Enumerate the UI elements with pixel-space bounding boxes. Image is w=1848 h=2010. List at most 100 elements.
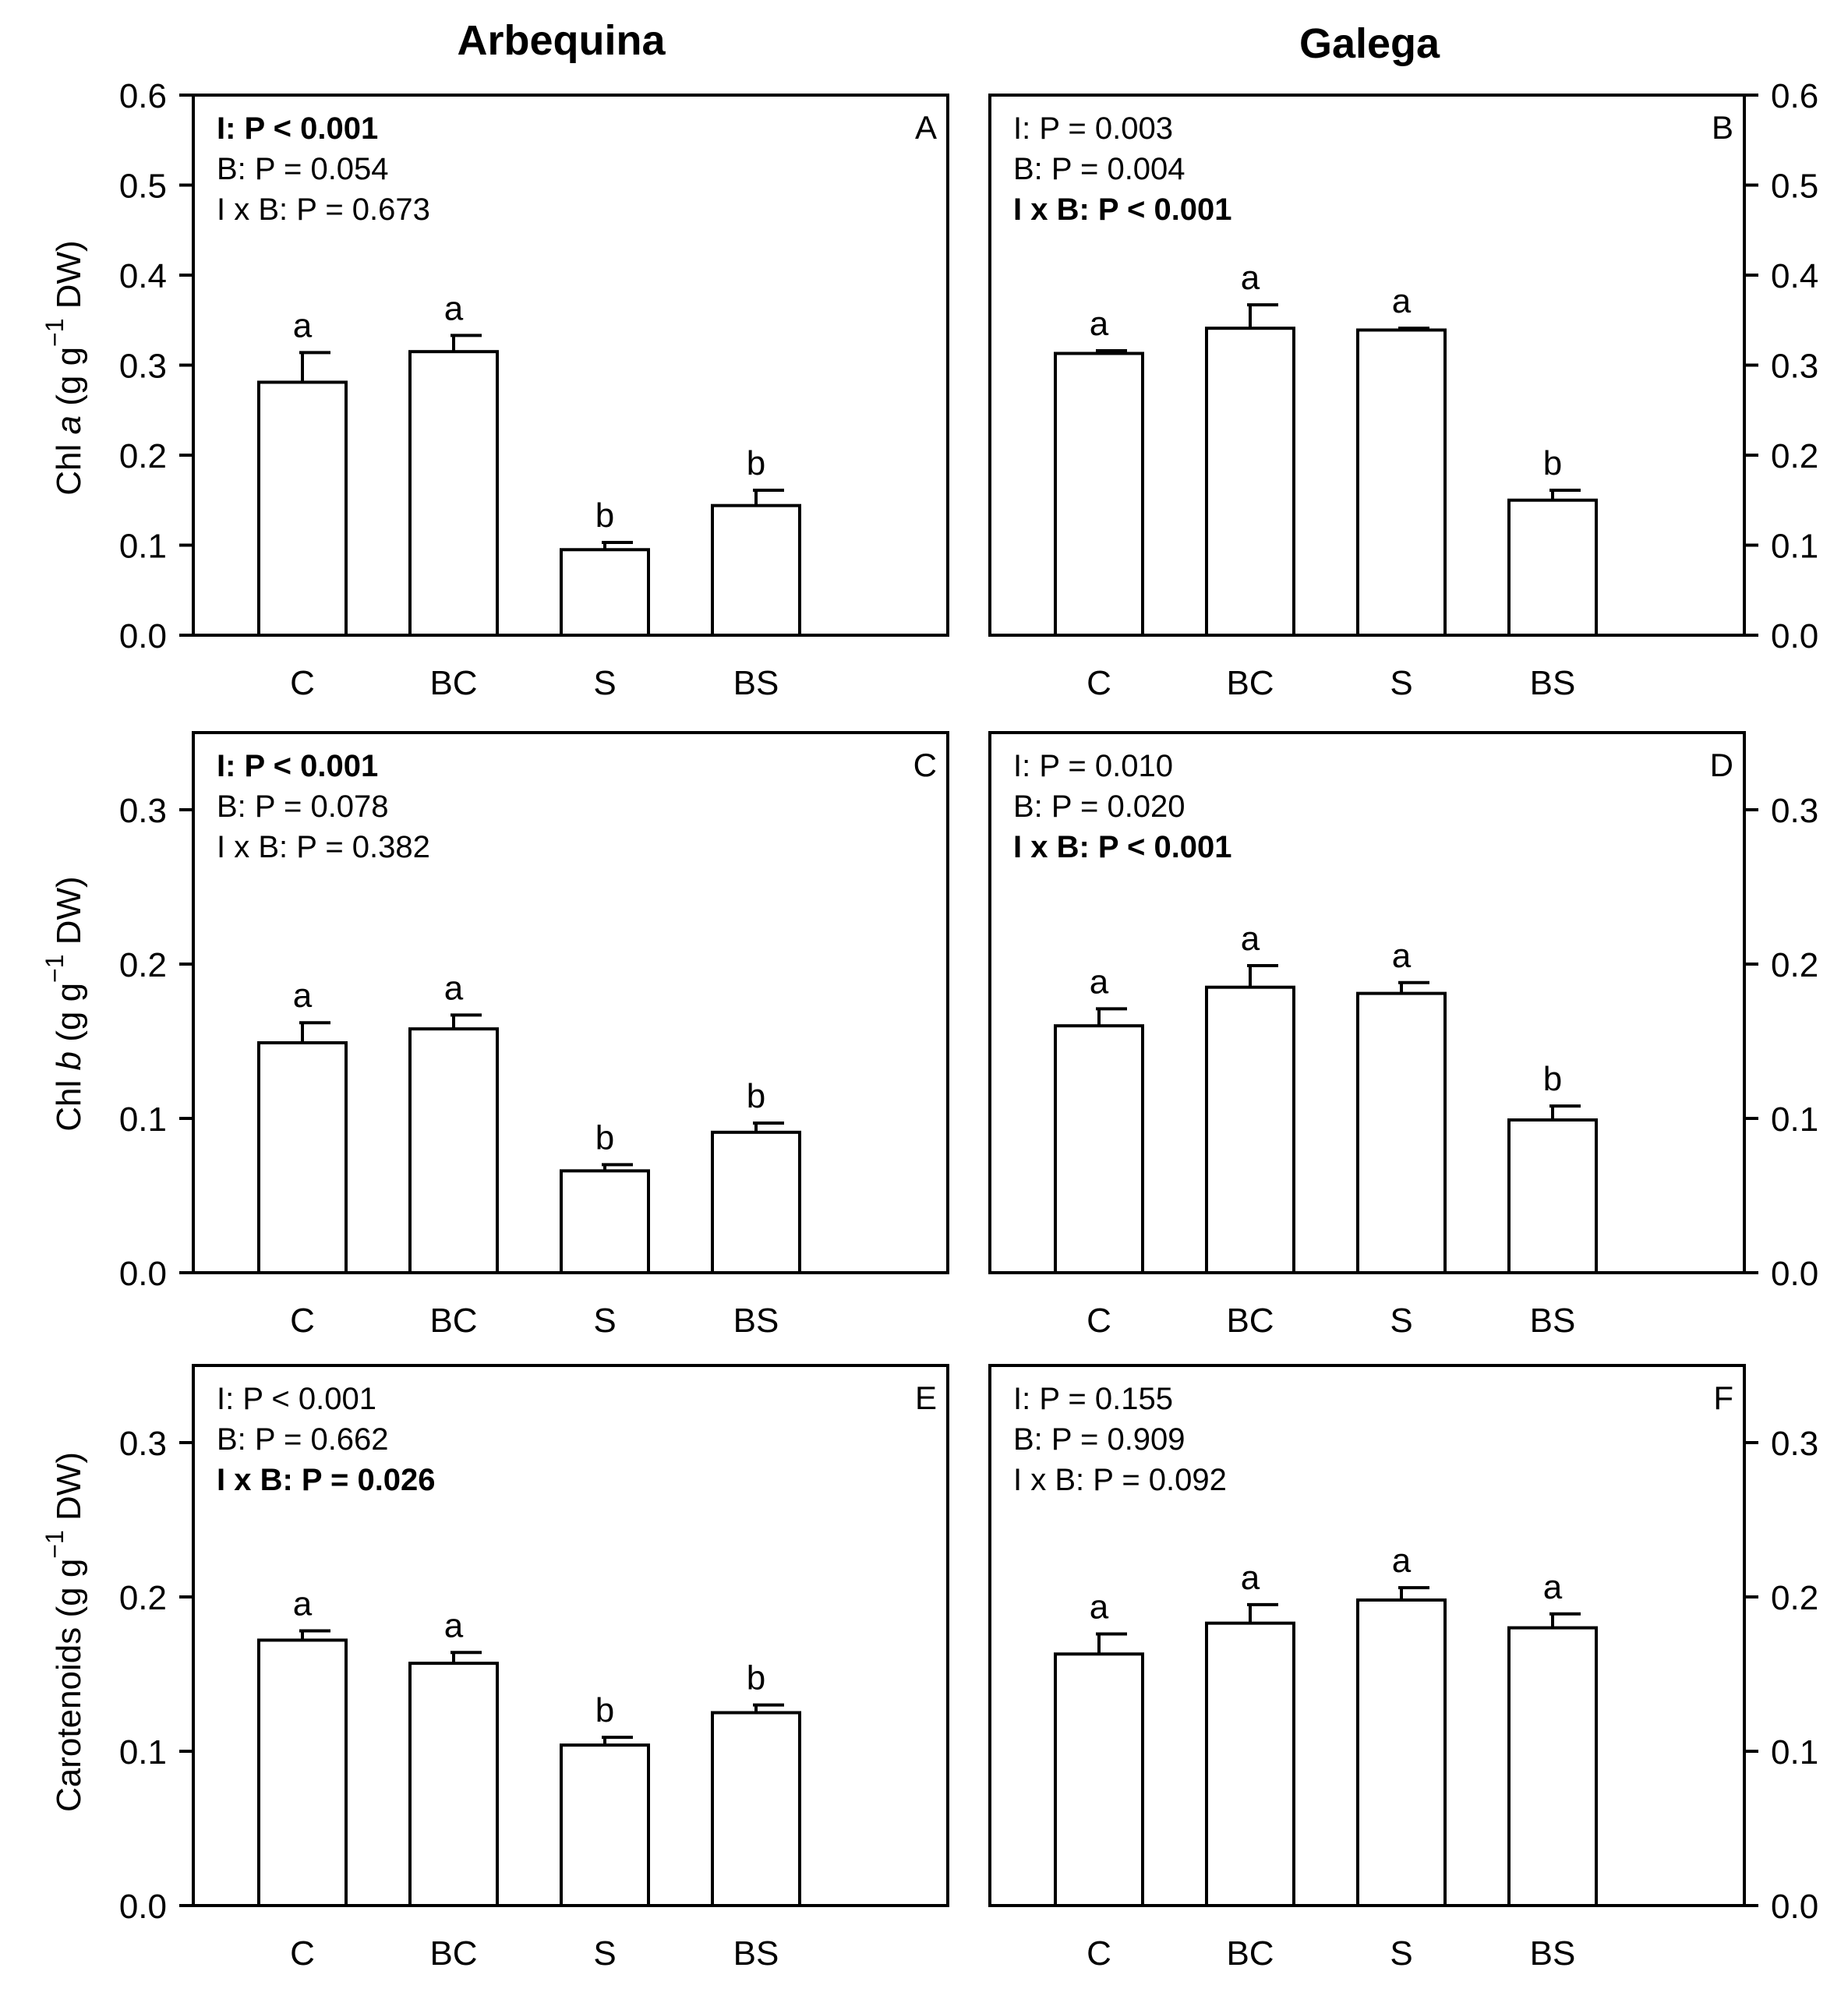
- y-tick-label: 0.1: [1771, 528, 1818, 566]
- bar-c: [1054, 351, 1144, 637]
- significance-letter: a: [1392, 1542, 1412, 1580]
- panel-letter: F: [1713, 1379, 1733, 1416]
- significance-letter: a: [444, 289, 464, 327]
- y-tick-label: 0.0: [119, 617, 167, 655]
- y-tick-label: 0.0: [1771, 617, 1818, 655]
- stat-line: B: P = 0.004: [1013, 152, 1185, 186]
- bar-bs: [1507, 1626, 1598, 1908]
- x-tick-label: BC: [429, 664, 477, 702]
- bar-bc: [1205, 985, 1295, 1274]
- x-tick-label: BC: [429, 1934, 477, 1973]
- x-tick-label: BS: [733, 664, 779, 702]
- panel-letter: B: [1712, 109, 1733, 146]
- stat-line: I x B: P < 0.001: [1013, 830, 1232, 864]
- bar-bs: [711, 1711, 801, 1907]
- y-tick-label: 0.3: [119, 792, 167, 830]
- significance-letter: b: [747, 1659, 765, 1697]
- y-tick-label: 0.2: [1771, 437, 1818, 475]
- panel-a: 0.0 0.1 0.2 0.3 0.4 0.5 0.6 a Ca BC b Sb BS I: P < 0.…: [119, 77, 949, 702]
- x-tick-label: S: [593, 1302, 616, 1340]
- stat-line: I x B: P < 0.001: [1013, 193, 1232, 227]
- svg-text:Carotenoids (g g−1 DW): Carotenoids (g g−1 DW): [41, 1452, 88, 1812]
- panel-letter: C: [913, 747, 937, 783]
- significance-letter: b: [747, 1077, 765, 1115]
- significance-letter: a: [293, 306, 313, 344]
- y-tick-label: 0.1: [119, 1733, 167, 1772]
- significance-letter: b: [747, 444, 765, 482]
- bar-c: [257, 1040, 348, 1274]
- bar-s: [1356, 1598, 1447, 1907]
- significance-letter: b: [595, 496, 614, 535]
- y-tick-label: 0.3: [119, 1425, 167, 1463]
- bar-s: [560, 548, 650, 638]
- x-tick-label: BS: [1530, 1302, 1576, 1340]
- y-tick-label: 0.3: [119, 348, 167, 386]
- stat-line: I: P = 0.155: [1013, 1382, 1173, 1416]
- bar-c: [1054, 1024, 1144, 1274]
- x-tick-label: BS: [733, 1302, 779, 1340]
- y-tick-label: 0.0: [1771, 1255, 1818, 1293]
- x-tick-label: C: [1087, 1934, 1111, 1973]
- x-tick-label: S: [593, 664, 616, 702]
- stat-line: B: P = 0.909: [1013, 1422, 1185, 1457]
- significance-letter: b: [595, 1691, 614, 1729]
- x-tick-label: C: [290, 1934, 315, 1973]
- bar-c: [257, 380, 348, 637]
- bar-bc: [408, 1662, 499, 1907]
- significance-letter: a: [1241, 1559, 1260, 1597]
- x-tick-label: C: [1087, 1302, 1111, 1340]
- x-tick-label: S: [1390, 1934, 1412, 1973]
- significance-letter: a: [1090, 963, 1109, 1001]
- x-tick-label: BS: [733, 1934, 779, 1973]
- x-tick-label: S: [1390, 1302, 1412, 1340]
- significance-letter: a: [1090, 305, 1109, 343]
- significance-letter: b: [1543, 444, 1562, 482]
- bar-s: [1356, 991, 1447, 1274]
- significance-letter: a: [1241, 920, 1260, 958]
- y-tick-label: 0.1: [1771, 1733, 1818, 1772]
- significance-letter: a: [1241, 259, 1260, 297]
- y-tick-label: 0.6: [1771, 77, 1818, 115]
- bar-bc: [1205, 327, 1295, 637]
- significance-letter: a: [1392, 937, 1412, 975]
- bar-bc: [408, 1027, 499, 1275]
- stat-line: I x B: P = 0.092: [1013, 1463, 1227, 1497]
- x-tick-label: S: [593, 1934, 616, 1973]
- stat-line: B: P = 0.054: [217, 152, 389, 186]
- y-tick-label: 0.1: [119, 528, 167, 566]
- y-tick-label: 0.0: [119, 1888, 167, 1926]
- significance-letter: a: [444, 969, 464, 1007]
- stat-line: I x B: P = 0.673: [217, 193, 430, 227]
- x-tick-label: BC: [1226, 1934, 1274, 1973]
- x-tick-label: BC: [429, 1302, 477, 1340]
- y-tick-label: 0.1: [119, 1100, 167, 1139]
- stat-line: I: P < 0.001: [217, 1382, 376, 1416]
- y-tick-label: 0.3: [1771, 348, 1818, 386]
- bar-c: [257, 1638, 348, 1907]
- stat-line: B: P = 0.020: [1013, 790, 1185, 824]
- panel-f: 0.0 0.1 0.2 0.3 a Ca BC a Sa BS I: P = 0.155 B: P =…: [988, 1364, 1818, 1973]
- y-axis-label-chl-b: Chl b (g g−1 DW): [41, 876, 88, 1131]
- bar-bc: [408, 350, 499, 637]
- x-tick-label: C: [290, 1302, 315, 1340]
- panel-c: 0.0 0.1 0.2 0.3 a Ca BC b Sb BS I: P < 0.001 B: P =…: [119, 731, 949, 1340]
- significance-letter: a: [444, 1606, 464, 1644]
- y-axis-label-carotenoids: Carotenoids (g g−1 DW): [41, 1452, 88, 1812]
- significance-letter: b: [595, 1118, 614, 1157]
- x-tick-label: C: [290, 664, 315, 702]
- significance-letter: a: [293, 977, 313, 1015]
- stat-line: I: P = 0.010: [1013, 749, 1173, 783]
- panel-letter: A: [915, 109, 937, 146]
- y-tick-label: 0.3: [1771, 792, 1818, 830]
- x-tick-label: BS: [1530, 1934, 1576, 1973]
- bar-s: [560, 1169, 650, 1274]
- significance-letter: b: [1543, 1060, 1562, 1098]
- panel-letter: E: [915, 1379, 937, 1416]
- stat-line: I: P < 0.001: [217, 749, 378, 783]
- stat-line: I x B: P = 0.026: [217, 1463, 436, 1497]
- stat-line: I: P = 0.003: [1013, 111, 1173, 146]
- y-tick-label: 0.2: [1771, 946, 1818, 984]
- bar-bc: [1205, 1621, 1295, 1907]
- bar-bs: [711, 503, 801, 637]
